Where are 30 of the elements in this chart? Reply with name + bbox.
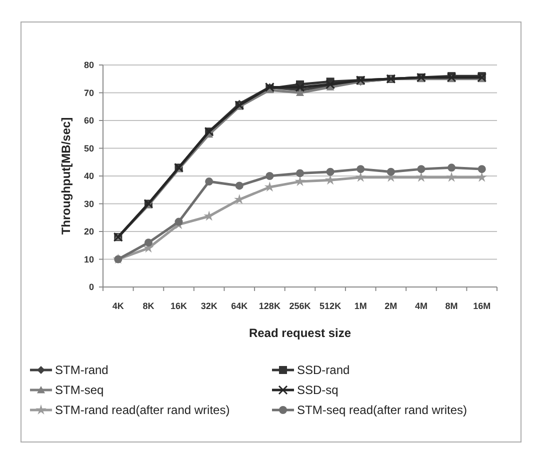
y-tick-label: 60 (84, 116, 94, 126)
x-tick-label: 4M (414, 301, 428, 311)
y-tick-label: 30 (84, 198, 94, 209)
legend-label: STM-seq (55, 383, 104, 398)
x-tick-label: 256K (289, 301, 312, 311)
y-tick-label: 70 (84, 88, 94, 98)
y-tick-label: 0 (88, 282, 94, 292)
legend-label: SSD-rand (297, 363, 350, 378)
y-axis-title: Throughput[MB/sec] (59, 117, 73, 235)
x-tick-label: 128K (258, 301, 281, 311)
y-tick-label: 80 (84, 60, 94, 70)
y-tick-label: 20 (84, 226, 94, 237)
x-tick-label: 2M (384, 301, 398, 311)
legend-label: SSD-sq (297, 383, 338, 398)
x-tick-label: 16M (473, 301, 491, 311)
x-tick-label: 64K (231, 301, 248, 311)
x-tick-label: 8K (142, 301, 155, 311)
x-tick-label: 512K (320, 301, 342, 311)
y-tick-label: 40 (84, 171, 94, 182)
x-tick-label: 32K (200, 301, 218, 311)
y-tick-label: 50 (84, 143, 94, 154)
legend-label: STM-seq read(after rand writes) (297, 403, 468, 418)
legend-label: STM-rand (55, 363, 108, 378)
x-tick-label: 16K (170, 301, 188, 311)
legend-label: STM-rand read(after rand writes) (55, 403, 230, 418)
y-tick-label: 10 (84, 254, 94, 264)
x-tick-label: 8M (445, 301, 458, 311)
x-axis-title: Read request size (248, 326, 352, 340)
x-tick-label: 4K (112, 301, 124, 311)
x-tick-label: 1M (354, 301, 367, 311)
